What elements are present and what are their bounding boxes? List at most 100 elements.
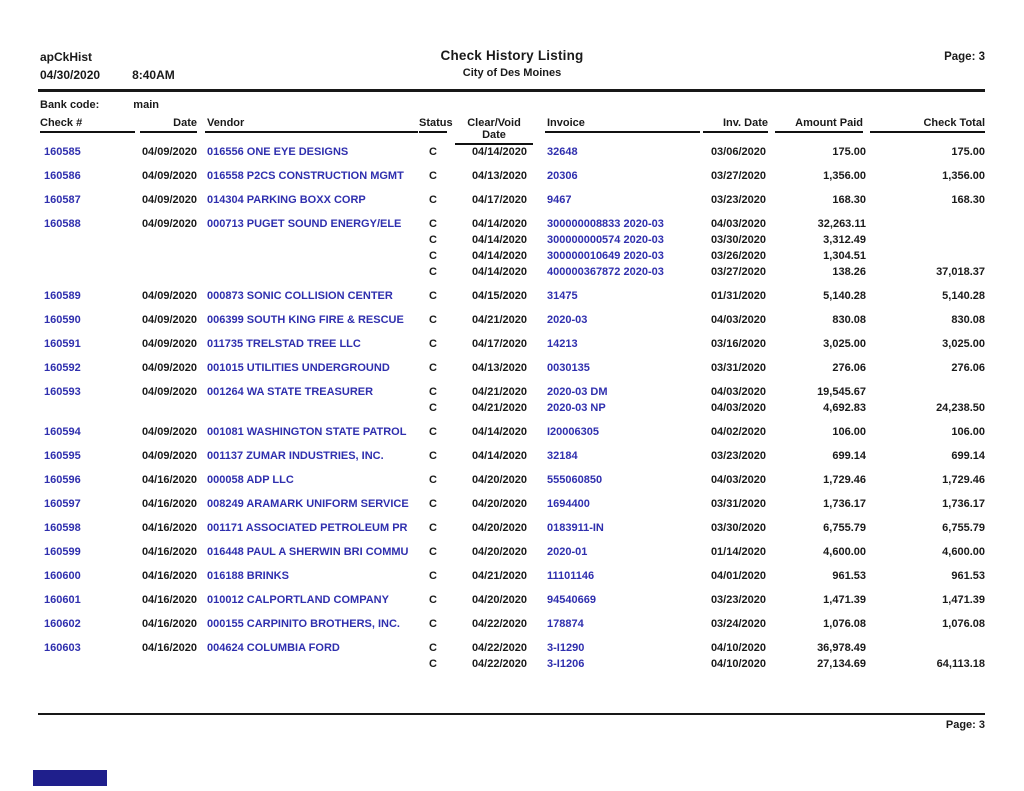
table-row: 160590 04/09/2020 006399 SOUTH KING FIRE &… [38, 312, 985, 328]
clear-void-date: 04/13/2020 [471, 362, 527, 374]
table-row: C 04/22/2020 3-I1206 04/10/2020 27,134.69 64,… [38, 656, 985, 672]
table-row: 160599 04/16/2020 016448 PAUL A SHERWIN BR… [38, 544, 985, 560]
vendor-link[interactable]: 016558 P2CS CONSTRUCTION MGMT [207, 170, 404, 182]
check-total: 1,736.17 [942, 498, 985, 510]
check-date: 04/09/2020 [141, 338, 197, 350]
invoice-link[interactable]: 1694400 [547, 498, 590, 510]
check-total [866, 248, 985, 264]
check-number-link[interactable]: 160586 [44, 170, 81, 182]
vendor-link[interactable]: 001137 ZUMAR INDUSTRIES, INC. [207, 450, 384, 462]
invoice-link[interactable]: 11101146 [547, 570, 595, 582]
invoice-date: 03/31/2020 [710, 362, 766, 374]
status-value: C [429, 194, 437, 206]
invoice-link[interactable]: 2020-03 DM [547, 386, 608, 398]
check-number-link[interactable]: 160596 [44, 474, 81, 486]
status-value: C [429, 474, 437, 486]
invoice-link[interactable]: 0183911-IN [547, 522, 604, 534]
check-number-link[interactable]: 160589 [44, 290, 81, 302]
invoice-link[interactable]: I20006305 [547, 426, 599, 438]
clear-void-date: 04/20/2020 [471, 498, 527, 510]
invoice-link[interactable]: 300000008833 2020-03 [547, 218, 664, 230]
check-number-link[interactable]: 160599 [44, 546, 81, 558]
invoice-link[interactable]: 14213 [547, 338, 578, 350]
check-date [135, 264, 197, 280]
table-row: 160598 04/16/2020 001171 ASSOCIATED PETROL… [38, 520, 985, 536]
check-date [135, 248, 197, 264]
table-row: C 04/14/2020 400000367872 2020-03 03/27/202… [38, 264, 985, 280]
check-number-link[interactable]: 160588 [44, 218, 81, 230]
invoice-link[interactable]: 3-I1290 [547, 642, 585, 654]
check-date: 04/09/2020 [141, 170, 197, 182]
vendor-link[interactable]: 001264 WA STATE TREASURER [207, 386, 374, 398]
vendor-link[interactable]: 000155 CARPINITO BROTHERS, INC. [207, 618, 400, 630]
check-number-link[interactable]: 160592 [44, 362, 81, 374]
invoice-link[interactable]: 2020-01 [547, 546, 588, 558]
check-number-link[interactable]: 160601 [44, 594, 81, 606]
invoice-link[interactable]: 2020-03 NP [547, 402, 606, 414]
vendor-link[interactable]: 008249 ARAMARK UNIFORM SERVICE [207, 498, 409, 510]
vendor-link[interactable]: 004624 COLUMBIA FORD [207, 642, 340, 654]
check-number-link[interactable]: 160602 [44, 618, 81, 630]
vendor-link[interactable]: 014304 PARKING BOXX CORP [207, 194, 366, 206]
check-number-link[interactable]: 160597 [44, 498, 81, 510]
amount-paid: 5,140.28 [823, 290, 866, 302]
clear-void-date: 04/15/2020 [471, 290, 527, 302]
invoice-date: 03/30/2020 [710, 234, 766, 246]
check-number-link[interactable]: 160587 [44, 194, 81, 206]
vendor-link[interactable]: 011735 TRELSTAD TREE LLC [207, 338, 361, 350]
vendor-link[interactable]: 016556 ONE EYE DESIGNS [207, 146, 349, 158]
check-date: 04/16/2020 [141, 618, 197, 630]
invoice-link[interactable]: 555060850 [547, 474, 603, 486]
table-row: 160585 04/09/2020 016556 ONE EYE DESIGNS C 0… [38, 144, 985, 160]
check-number-link[interactable]: 160585 [44, 146, 81, 158]
invoice-link[interactable]: 0030135 [547, 362, 590, 374]
column-header-check-total: Check Total [866, 117, 985, 148]
invoice-link[interactable]: 32648 [547, 146, 578, 158]
check-number-link[interactable]: 160595 [44, 450, 81, 462]
invoice-link[interactable]: 94540669 [547, 594, 596, 606]
invoice-link[interactable]: 300000000574 2020-03 [547, 234, 664, 246]
invoice-link[interactable]: 31475 [547, 290, 578, 302]
vendor-link[interactable]: 010012 CALPORTLAND COMPANY [207, 594, 389, 606]
vendor-link[interactable]: 001015 UTILITIES UNDERGROUND [207, 362, 390, 374]
invoice-link[interactable]: 3-I1206 [547, 658, 585, 670]
report-run-time: 8:40AM [132, 68, 175, 82]
check-total: 37,018.37 [936, 266, 985, 278]
vendor-link[interactable]: 016448 PAUL A SHERWIN BRI COMMU [207, 546, 409, 558]
vendor-link[interactable]: 016188 BRINKS [207, 570, 289, 582]
invoice-date: 01/14/2020 [710, 546, 766, 558]
vendor-link [197, 248, 419, 264]
check-number-link[interactable]: 160603 [44, 642, 81, 654]
check-total [866, 640, 985, 656]
invoice-date: 03/16/2020 [710, 338, 766, 350]
invoice-link[interactable]: 20306 [547, 170, 578, 182]
invoice-link[interactable]: 300000010649 2020-03 [547, 250, 664, 262]
check-number-link[interactable]: 160600 [44, 570, 81, 582]
page-number: Page: 3 [944, 51, 985, 63]
vendor-link[interactable]: 001171 ASSOCIATED PETROLEUM PR [207, 522, 408, 534]
invoice-date: 03/23/2020 [710, 594, 766, 606]
invoice-link[interactable]: 9467 [547, 194, 572, 206]
invoice-link[interactable]: 400000367872 2020-03 [547, 266, 664, 278]
check-number-link[interactable]: 160590 [44, 314, 81, 326]
clear-void-date: 04/22/2020 [471, 642, 527, 654]
invoice-link[interactable]: 32184 [547, 450, 578, 462]
amount-paid: 276.06 [832, 362, 866, 374]
clear-void-date: 04/22/2020 [471, 658, 527, 670]
check-number-link[interactable]: 160598 [44, 522, 81, 534]
vendor-link[interactable]: 006399 SOUTH KING FIRE & RESCUE [207, 314, 404, 326]
table-row: 160591 04/09/2020 011735 TRELSTAD TREE LLC… [38, 336, 985, 352]
invoice-date: 04/10/2020 [710, 642, 766, 654]
check-number-link[interactable]: 160593 [44, 386, 81, 398]
invoice-link[interactable]: 178874 [547, 618, 584, 630]
column-header-invoice: Invoice [540, 117, 700, 148]
invoice-link[interactable]: 2020-03 [547, 314, 588, 326]
check-number-link[interactable]: 160594 [44, 426, 81, 438]
vendor-link[interactable]: 001081 WASHINGTON STATE PATROL [207, 426, 407, 438]
check-number-link[interactable]: 160591 [44, 338, 81, 350]
vendor-link[interactable]: 000058 ADP LLC [207, 474, 294, 486]
vendor-link [197, 656, 419, 672]
vendor-link[interactable]: 000713 PUGET SOUND ENERGY/ELE [207, 218, 402, 230]
table-row: 160603 04/16/2020 004624 COLUMBIA FORD C 04/… [38, 640, 985, 656]
vendor-link[interactable]: 000873 SONIC COLLISION CENTER [207, 290, 393, 302]
